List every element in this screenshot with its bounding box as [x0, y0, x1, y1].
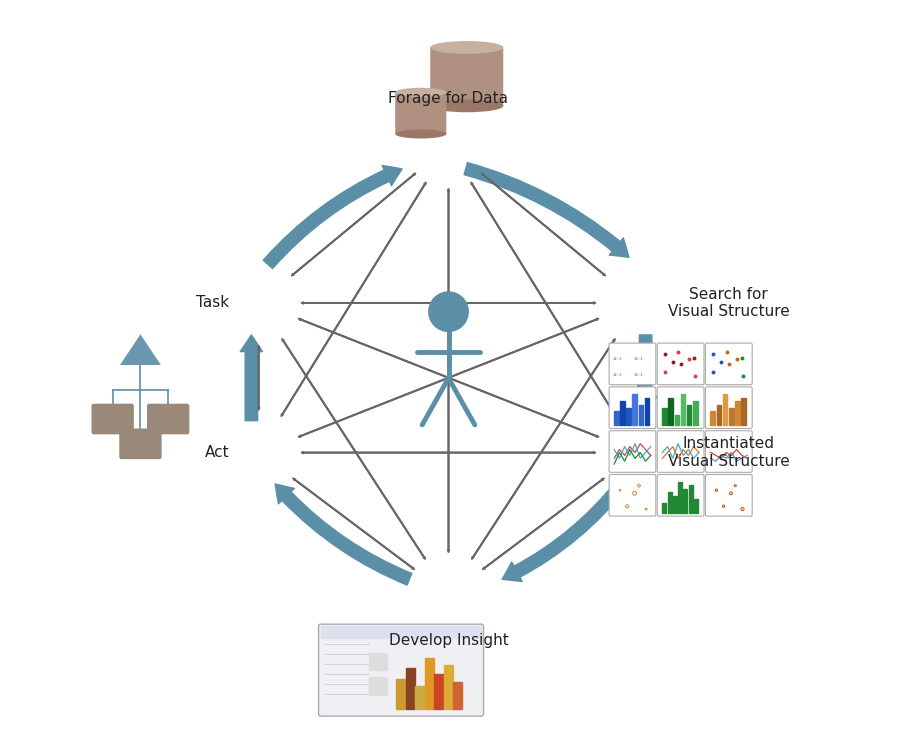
Bar	[673, 496, 677, 512]
Bar	[678, 482, 682, 512]
Bar	[396, 679, 405, 709]
Bar	[639, 404, 643, 425]
FancyBboxPatch shape	[318, 624, 483, 716]
Text: Act: Act	[205, 445, 230, 460]
Ellipse shape	[396, 88, 447, 97]
Bar	[692, 402, 698, 425]
Bar	[369, 653, 387, 670]
FancyArrowPatch shape	[275, 484, 412, 585]
FancyArrowPatch shape	[502, 480, 627, 582]
Bar	[321, 626, 482, 638]
Bar	[425, 658, 433, 709]
Bar	[693, 499, 698, 512]
FancyBboxPatch shape	[147, 404, 189, 434]
Bar	[723, 394, 727, 425]
FancyBboxPatch shape	[658, 474, 704, 516]
Bar	[415, 686, 424, 709]
Bar	[632, 394, 637, 425]
Ellipse shape	[396, 129, 447, 139]
FancyBboxPatch shape	[705, 387, 753, 429]
Text: 12:3: 12:3	[613, 357, 623, 361]
Bar	[675, 415, 679, 425]
Bar	[684, 489, 687, 512]
FancyArrowPatch shape	[634, 335, 657, 413]
FancyBboxPatch shape	[658, 431, 704, 472]
Text: 12:3: 12:3	[613, 374, 623, 377]
Bar	[645, 398, 649, 425]
Text: Forage for Data: Forage for Data	[388, 91, 509, 106]
Bar	[668, 398, 673, 425]
FancyArrowPatch shape	[464, 163, 629, 257]
FancyBboxPatch shape	[609, 387, 656, 429]
FancyBboxPatch shape	[658, 343, 704, 385]
Text: Develop Insight: Develop Insight	[388, 633, 509, 648]
Bar	[729, 408, 734, 425]
FancyBboxPatch shape	[705, 474, 753, 516]
Bar	[444, 665, 453, 709]
FancyBboxPatch shape	[431, 47, 503, 106]
FancyBboxPatch shape	[609, 474, 656, 516]
Text: Task: Task	[196, 296, 230, 310]
Bar	[681, 394, 685, 425]
FancyArrowPatch shape	[263, 166, 402, 269]
Text: 12:3: 12:3	[634, 357, 643, 361]
Bar	[620, 402, 625, 425]
FancyBboxPatch shape	[705, 343, 753, 385]
Bar	[741, 398, 745, 425]
FancyBboxPatch shape	[119, 429, 161, 459]
FancyBboxPatch shape	[609, 431, 656, 472]
Bar	[710, 412, 715, 425]
Ellipse shape	[431, 99, 503, 112]
Circle shape	[429, 292, 468, 331]
Polygon shape	[120, 334, 161, 365]
Bar	[662, 408, 667, 425]
Ellipse shape	[431, 41, 503, 54]
Text: Search for
Visual Structure: Search for Visual Structure	[667, 287, 789, 319]
FancyBboxPatch shape	[658, 387, 704, 429]
FancyArrowPatch shape	[240, 335, 263, 420]
Bar	[687, 404, 692, 425]
Bar	[735, 402, 740, 425]
FancyBboxPatch shape	[705, 431, 753, 472]
Bar	[717, 404, 721, 425]
FancyBboxPatch shape	[609, 343, 656, 385]
Bar	[626, 408, 631, 425]
Bar	[454, 682, 462, 709]
Bar	[662, 502, 666, 512]
Bar	[689, 485, 692, 512]
Bar	[405, 668, 414, 709]
FancyBboxPatch shape	[396, 92, 447, 134]
Text: Instantiated
Visual Structure: Instantiated Visual Structure	[667, 437, 789, 469]
Bar	[369, 677, 387, 695]
Bar	[614, 412, 619, 425]
Text: 12:3: 12:3	[634, 374, 643, 377]
FancyBboxPatch shape	[91, 404, 134, 434]
Bar	[434, 674, 443, 709]
Bar	[667, 492, 672, 512]
